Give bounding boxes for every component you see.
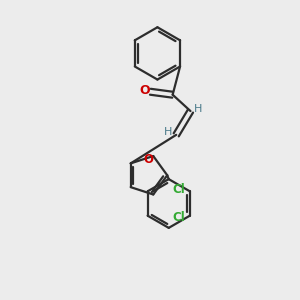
Text: O: O xyxy=(139,84,150,97)
Text: Cl: Cl xyxy=(172,211,185,224)
Text: H: H xyxy=(164,127,172,137)
Text: Cl: Cl xyxy=(172,183,185,196)
Text: H: H xyxy=(194,104,202,114)
Text: O: O xyxy=(143,153,153,166)
